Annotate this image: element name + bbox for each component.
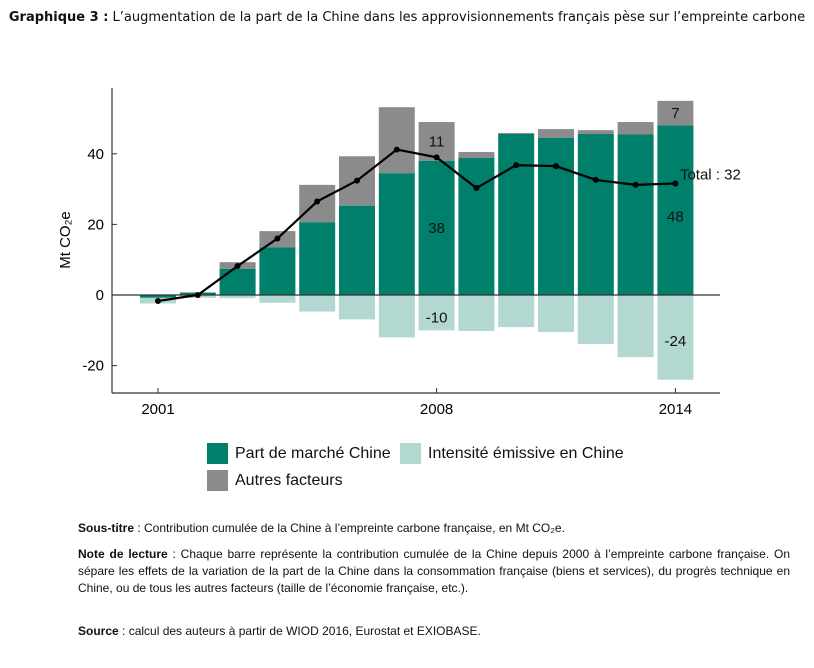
bar-part-de-marche (259, 247, 296, 295)
subtitle-text: : Contribution cumulée de la Chine à l’e… (134, 521, 565, 535)
legend-swatch (207, 443, 228, 464)
data-label: 7 (671, 105, 679, 122)
y-tick-label: 20 (87, 216, 104, 233)
total-point (274, 235, 281, 242)
title-label: Graphique 3 : (8, 10, 109, 25)
bar-part-de-marche (418, 160, 455, 295)
bar-intensite (418, 295, 455, 331)
bar-intensite (538, 295, 574, 333)
source-note: Source : calcul des auteurs à partir de … (78, 623, 790, 640)
legend-label: Part de marché Chine (235, 444, 391, 462)
total-point (473, 185, 480, 192)
reading-text: : Chaque barre représente la contributio… (78, 547, 790, 595)
subtitle-note: Sous-titre : Contribution cumulée de la … (78, 520, 790, 537)
data-label: Total : 32 (680, 166, 741, 183)
bar-intensite (617, 295, 654, 358)
legend-other: Autres facteurs (207, 470, 343, 491)
legend-market-share: Part de marché Chine (207, 443, 391, 464)
bar-part-de-marche (617, 134, 654, 295)
bar-part-de-marche (140, 295, 176, 298)
data-label: -10 (426, 310, 448, 327)
bar-part-de-marche (538, 137, 574, 295)
legend-swatch (207, 470, 228, 491)
bar-part-de-marche (339, 205, 375, 295)
bar-autres-facteurs (577, 130, 614, 135)
bar-autres-facteurs (498, 132, 535, 135)
source-text: : calcul des auteurs à partir de WIOD 20… (118, 624, 481, 638)
bar-part-de-marche (657, 125, 694, 295)
legend-intensity: Intensité émissive en Chine (400, 443, 624, 464)
bar-intensite (498, 295, 535, 328)
data-label: 48 (667, 209, 684, 226)
bar-intensite (657, 295, 694, 380)
bar-part-de-marche (299, 222, 336, 295)
y-axis-label: Mt CO₂e (57, 211, 74, 269)
total-point (393, 146, 400, 153)
total-point (194, 292, 201, 298)
bar-part-de-marche (219, 268, 256, 295)
bar-autres-facteurs (617, 122, 654, 135)
total-point (234, 263, 241, 270)
total-point (672, 180, 679, 187)
total-line (157, 148, 676, 303)
total-point (354, 177, 360, 184)
bar-autres-facteurs (538, 129, 574, 138)
subtitle-label: Sous-titre (78, 521, 135, 535)
reading-label: Note de lecture (78, 547, 168, 561)
bar-intensite (299, 295, 336, 312)
total-point (592, 176, 599, 183)
bar-autres-facteurs (458, 152, 495, 159)
x-tick-label: 2014 (659, 401, 692, 418)
total-point (553, 163, 559, 170)
chart: -20 0 20 40 2001 2008 2014 Mt CO₂e 11 38 -10 7 48 -24… (57, 88, 741, 418)
source-label: Source (78, 624, 119, 638)
total-point (513, 162, 520, 169)
bar-part-de-marche (498, 134, 535, 295)
bar-intensite (577, 295, 614, 345)
bar-part-de-marche (577, 134, 614, 295)
total-point (632, 181, 639, 188)
title-text: L’augmentation de la part de la Chine da… (112, 10, 806, 25)
y-tick-label: -20 (82, 358, 104, 375)
bar-intensite (219, 295, 256, 299)
bar-intensite (339, 295, 375, 320)
x-tick-label: 2008 (420, 401, 453, 418)
x-tick-label: 2001 (141, 401, 174, 418)
bar-part-de-marche (378, 173, 415, 295)
bar-intensite (458, 295, 495, 332)
total-point (314, 198, 321, 205)
legend-label: Autres facteurs (235, 471, 343, 489)
bar-autres-facteurs (378, 107, 415, 174)
total-point (155, 298, 161, 305)
y-tick-label: 40 (87, 146, 104, 163)
bar-intensite (378, 295, 415, 338)
y-tick-label: 0 (96, 287, 104, 304)
data-label: 11 (429, 133, 445, 150)
data-label: -24 (665, 333, 687, 350)
reading-note: Note de lecture : Chaque barre représent… (78, 546, 790, 597)
chart-title: Graphique 3 : L’augmentation de la part … (0, 10, 814, 25)
data-label: 38 (428, 220, 445, 237)
total-point (433, 154, 440, 161)
legend-swatch (400, 443, 421, 464)
bar-intensite (259, 295, 296, 303)
bar-autres-facteurs (657, 100, 694, 126)
legend-label: Intensité émissive en Chine (428, 444, 624, 462)
